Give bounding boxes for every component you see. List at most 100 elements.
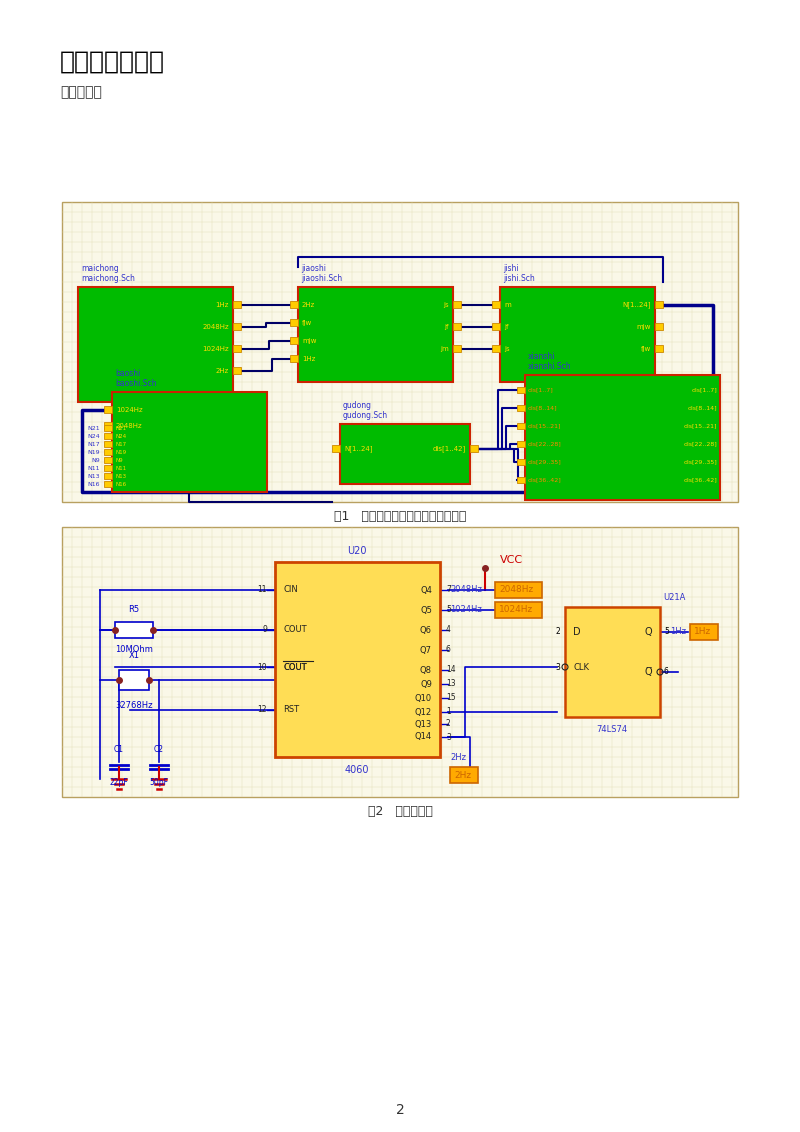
Bar bbox=[104, 457, 112, 463]
Text: C1: C1 bbox=[114, 745, 124, 754]
Text: Q7: Q7 bbox=[420, 645, 432, 654]
Bar bbox=[340, 424, 470, 484]
Text: U21A: U21A bbox=[663, 593, 686, 602]
Text: RST: RST bbox=[283, 705, 299, 714]
Bar bbox=[290, 301, 298, 308]
Text: gudong.Sch: gudong.Sch bbox=[343, 411, 388, 420]
Text: dis[8..14]: dis[8..14] bbox=[528, 405, 558, 411]
Bar bbox=[492, 345, 500, 352]
Text: maichong.Sch: maichong.Sch bbox=[81, 274, 135, 283]
Bar bbox=[525, 375, 720, 500]
Text: 7: 7 bbox=[446, 585, 451, 594]
Text: 22pF: 22pF bbox=[110, 778, 128, 787]
Text: N17: N17 bbox=[116, 441, 127, 446]
Text: 数字电子钟: 数字电子钟 bbox=[60, 85, 102, 98]
Text: Q9: Q9 bbox=[420, 679, 432, 688]
Bar bbox=[62, 201, 738, 501]
Text: X1: X1 bbox=[129, 651, 139, 660]
Bar bbox=[104, 465, 112, 471]
Bar bbox=[104, 441, 112, 447]
Text: mjw: mjw bbox=[302, 338, 317, 344]
Text: 4: 4 bbox=[446, 626, 451, 635]
Text: 2Hz: 2Hz bbox=[454, 771, 471, 780]
Text: N[1..24]: N[1..24] bbox=[344, 446, 373, 453]
Text: 1: 1 bbox=[446, 708, 450, 717]
Text: 11: 11 bbox=[258, 585, 267, 594]
Text: N21: N21 bbox=[87, 426, 100, 430]
Text: Q4: Q4 bbox=[420, 585, 432, 594]
Text: 5: 5 bbox=[446, 606, 451, 615]
Text: 2Hz: 2Hz bbox=[216, 368, 229, 374]
Text: 2048Hz: 2048Hz bbox=[202, 324, 229, 331]
Bar bbox=[495, 582, 542, 598]
Text: 9: 9 bbox=[262, 626, 267, 635]
Text: jm: jm bbox=[440, 346, 449, 352]
Text: xianshi: xianshi bbox=[528, 352, 555, 361]
Bar bbox=[655, 301, 663, 308]
Bar bbox=[104, 434, 112, 439]
Bar bbox=[275, 561, 440, 757]
Text: 50pF: 50pF bbox=[150, 778, 169, 787]
Bar bbox=[332, 445, 340, 452]
Text: 6: 6 bbox=[446, 645, 451, 654]
Bar bbox=[655, 323, 663, 331]
Text: N19: N19 bbox=[87, 449, 100, 455]
Text: 10MOhm: 10MOhm bbox=[115, 645, 153, 654]
Bar bbox=[104, 424, 112, 431]
Text: U20: U20 bbox=[347, 546, 366, 556]
Text: N13: N13 bbox=[87, 473, 100, 479]
Text: COUT: COUT bbox=[283, 626, 306, 635]
Bar bbox=[517, 441, 525, 447]
Text: 1Hz: 1Hz bbox=[670, 627, 686, 636]
Text: VCC: VCC bbox=[500, 555, 523, 565]
Text: 1024Hz: 1024Hz bbox=[116, 408, 142, 413]
Text: 3: 3 bbox=[555, 662, 560, 671]
Bar bbox=[290, 319, 298, 326]
Text: js: js bbox=[504, 346, 510, 352]
Text: dis[8..14]: dis[8..14] bbox=[687, 405, 717, 411]
Text: m: m bbox=[504, 302, 510, 308]
Bar bbox=[115, 621, 153, 638]
Text: js: js bbox=[443, 302, 449, 308]
Text: Q12: Q12 bbox=[415, 708, 432, 717]
Text: 5: 5 bbox=[664, 627, 669, 636]
Text: CLK: CLK bbox=[573, 662, 589, 671]
Text: Q14: Q14 bbox=[415, 732, 432, 741]
Text: 13: 13 bbox=[446, 679, 456, 688]
Bar bbox=[62, 528, 738, 797]
Text: jiaoshi.Sch: jiaoshi.Sch bbox=[301, 274, 342, 283]
Bar bbox=[517, 477, 525, 483]
Bar bbox=[290, 355, 298, 362]
Text: dis[36..42]: dis[36..42] bbox=[683, 478, 717, 482]
Text: dis[29..35]: dis[29..35] bbox=[683, 460, 717, 464]
Bar bbox=[233, 367, 241, 374]
Text: COUT: COUT bbox=[283, 662, 306, 671]
Text: N11: N11 bbox=[87, 465, 100, 471]
Text: 1024Hz: 1024Hz bbox=[450, 606, 482, 615]
Bar bbox=[517, 423, 525, 429]
Text: R5: R5 bbox=[129, 604, 139, 614]
Bar bbox=[104, 422, 112, 429]
Bar bbox=[517, 458, 525, 465]
Bar bbox=[112, 392, 267, 492]
Text: 1Hz: 1Hz bbox=[302, 355, 315, 362]
Text: N24: N24 bbox=[87, 434, 100, 438]
Text: 12: 12 bbox=[258, 705, 267, 714]
Bar bbox=[104, 406, 112, 413]
Text: 14: 14 bbox=[446, 666, 456, 675]
Bar bbox=[690, 624, 718, 640]
Text: jishi.Sch: jishi.Sch bbox=[503, 274, 534, 283]
Text: jiaoshi: jiaoshi bbox=[301, 264, 326, 273]
Text: N9: N9 bbox=[91, 457, 100, 463]
Text: fjw: fjw bbox=[641, 346, 651, 352]
Text: N13: N13 bbox=[116, 473, 127, 479]
Text: 2: 2 bbox=[396, 1103, 404, 1117]
Text: COUT: COUT bbox=[283, 662, 306, 671]
Text: 6: 6 bbox=[664, 668, 669, 677]
Text: 32768Hz: 32768Hz bbox=[115, 701, 153, 710]
Bar bbox=[565, 607, 660, 717]
Text: Q8: Q8 bbox=[420, 666, 432, 675]
Text: 2Hz: 2Hz bbox=[302, 302, 315, 308]
Bar bbox=[119, 670, 149, 691]
Text: baoshi.Sch: baoshi.Sch bbox=[115, 379, 157, 388]
